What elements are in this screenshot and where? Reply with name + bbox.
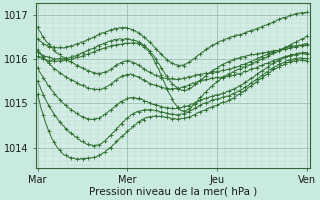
X-axis label: Pression niveau de la mer( hPa ): Pression niveau de la mer( hPa ) bbox=[89, 187, 257, 197]
